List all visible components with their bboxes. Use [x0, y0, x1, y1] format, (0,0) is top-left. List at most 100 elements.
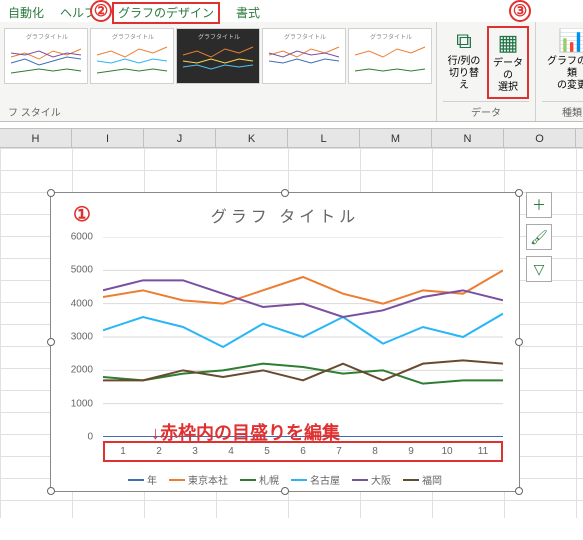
- tab-format[interactable]: 書式: [236, 4, 260, 21]
- chart-filter-button[interactable]: ▽: [526, 256, 552, 282]
- y-tick-label: 1000: [71, 398, 93, 409]
- change-type-label: グラフの種類 の変更: [544, 56, 583, 92]
- x-tick-label: 8: [357, 446, 393, 457]
- legend-swatch: [403, 479, 419, 481]
- legend-label: 名古屋: [310, 472, 340, 487]
- column-header[interactable]: M: [360, 129, 432, 147]
- ribbon-group-data: ③ ⧉ 行/列の 切り替え ▦ データの 選択 データ: [436, 22, 535, 121]
- column-header[interactable]: L: [288, 129, 360, 147]
- y-tick-label: 4000: [71, 298, 93, 309]
- legend: 年 東京本社 札幌 名古屋 大阪 福岡: [51, 472, 519, 487]
- switch-label: 行/列の 切り替え: [445, 56, 483, 92]
- legend-item[interactable]: 札幌: [240, 472, 279, 487]
- legend-item[interactable]: 大阪: [352, 472, 391, 487]
- worksheet: HIJKLMNO ① グラフ タイトル 01000200030004000500…: [0, 128, 583, 518]
- legend-swatch: [240, 479, 256, 481]
- selection-handle[interactable]: [47, 338, 55, 346]
- x-tick-label: 7: [321, 446, 357, 457]
- x-tick-label: 3: [177, 446, 213, 457]
- ribbon-body: グラフタイトル グラフタイトル グラフタイトル グラフタイトル グラフタイトル …: [0, 22, 583, 122]
- y-tick-label: 6000: [71, 232, 93, 243]
- legend-swatch: [291, 479, 307, 481]
- marker-3: ③: [509, 0, 531, 22]
- selection-handle[interactable]: [515, 487, 523, 495]
- select-data-button[interactable]: ▦ データの 選択: [487, 26, 529, 99]
- plot-area: [103, 237, 503, 437]
- column-headers: HIJKLMNO: [0, 128, 583, 148]
- x-tick-label: 5: [249, 446, 285, 457]
- x-tick-label: 10: [429, 446, 465, 457]
- switch-row-col-button[interactable]: ⧉ 行/列の 切り替え: [443, 26, 485, 99]
- tab-chart-design[interactable]: グラフのデザイン: [112, 2, 220, 24]
- tab-automate[interactable]: 自動化: [8, 4, 44, 21]
- legend-item[interactable]: 名古屋: [291, 472, 340, 487]
- svg-text:グラフタイトル: グラフタイトル: [112, 33, 154, 41]
- legend-label: 東京本社: [188, 472, 228, 487]
- chart-styles-button[interactable]: 🖌: [526, 224, 552, 250]
- y-tick-label: 2000: [71, 365, 93, 376]
- selection-handle[interactable]: [47, 487, 55, 495]
- switch-icon: ⧉: [456, 28, 472, 54]
- x-tick-label: 9: [393, 446, 429, 457]
- column-header[interactable]: K: [216, 129, 288, 147]
- legend-swatch: [128, 479, 144, 481]
- chart-type-icon: 📊: [558, 28, 583, 54]
- style-thumb[interactable]: グラフタイトル: [4, 28, 88, 84]
- column-header[interactable]: O: [504, 129, 576, 147]
- y-tick-label: 0: [87, 432, 93, 443]
- style-thumb[interactable]: グラフタイトル: [262, 28, 346, 84]
- annotation-text: ↓赤枠内の目盛りを編集: [151, 419, 340, 445]
- x-tick-label: 1: [105, 446, 141, 457]
- legend-label: 年: [147, 472, 157, 487]
- chart-title[interactable]: グラフ タイトル: [51, 193, 519, 231]
- legend-item[interactable]: 福岡: [403, 472, 442, 487]
- x-tick-label: 4: [213, 446, 249, 457]
- column-header[interactable]: I: [72, 129, 144, 147]
- chart-side-buttons: ＋ 🖌 ▽: [526, 192, 552, 282]
- chart-object[interactable]: ① グラフ タイトル 0100020003000400050006000 123…: [50, 192, 520, 492]
- legend-swatch: [352, 479, 368, 481]
- selection-handle[interactable]: [281, 189, 289, 197]
- style-thumb[interactable]: グラフタイトル: [176, 28, 260, 84]
- selection-handle[interactable]: [515, 189, 523, 197]
- column-header[interactable]: N: [432, 129, 504, 147]
- y-axis-labels: 0100020003000400050006000: [51, 237, 99, 437]
- svg-text:グラフタイトル: グラフタイトル: [26, 33, 68, 41]
- column-header[interactable]: H: [0, 129, 72, 147]
- chart-styles-gallery[interactable]: グラフタイトル グラフタイトル グラフタイトル グラフタイトル グラフタイトル: [0, 22, 436, 102]
- select-label: データの 選択: [491, 58, 525, 94]
- x-tick-label: 11: [465, 446, 501, 457]
- legend-item[interactable]: 東京本社: [169, 472, 228, 487]
- column-header[interactable]: J: [144, 129, 216, 147]
- x-tick-label: 6: [285, 446, 321, 457]
- ribbon-tabs: 自動化 ヘルプ ② グラフのデザイン 書式: [0, 0, 583, 22]
- type-group-label: 種類: [542, 101, 583, 121]
- legend-label: 札幌: [259, 472, 279, 487]
- svg-text:グラフタイトル: グラフタイトル: [198, 33, 240, 41]
- marker-2: ②: [90, 0, 112, 22]
- selection-handle[interactable]: [281, 487, 289, 495]
- series-line[interactable]: [103, 270, 503, 303]
- style-group-label: フ スタイル: [0, 102, 436, 121]
- selection-handle[interactable]: [47, 189, 55, 197]
- legend-swatch: [169, 479, 185, 481]
- data-group-label: データ: [443, 101, 529, 121]
- x-tick-label: 2: [141, 446, 177, 457]
- legend-label: 福岡: [422, 472, 442, 487]
- legend-label: 大阪: [371, 472, 391, 487]
- select-data-icon: ▦: [498, 30, 519, 56]
- svg-text:グラフタイトル: グラフタイトル: [370, 33, 412, 41]
- chart-elements-button[interactable]: ＋: [526, 192, 552, 218]
- style-thumb[interactable]: グラフタイトル: [90, 28, 174, 84]
- series-line[interactable]: [103, 314, 503, 347]
- y-tick-label: 3000: [71, 332, 93, 343]
- marker-1: ①: [71, 203, 93, 225]
- selection-handle[interactable]: [515, 338, 523, 346]
- grid[interactable]: ① グラフ タイトル 0100020003000400050006000 123…: [0, 148, 583, 518]
- ribbon-group-type: 📊 グラフの種類 の変更 種類: [535, 22, 583, 121]
- series-line[interactable]: [103, 280, 503, 317]
- legend-item[interactable]: 年: [128, 472, 157, 487]
- change-chart-type-button[interactable]: 📊 グラフの種類 の変更: [542, 26, 583, 99]
- style-thumb[interactable]: グラフタイトル: [348, 28, 432, 84]
- svg-text:グラフタイトル: グラフタイトル: [284, 33, 326, 41]
